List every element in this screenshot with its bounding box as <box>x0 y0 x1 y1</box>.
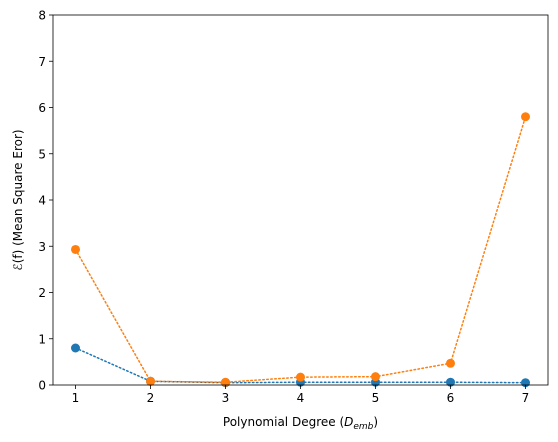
y-tick-label: 8 <box>38 9 46 23</box>
series-1-point <box>71 343 80 353</box>
series-2-point <box>146 376 155 386</box>
y-tick-label: 1 <box>38 332 46 346</box>
x-tick-label: 7 <box>522 391 530 405</box>
y-tick-label: 2 <box>38 286 46 300</box>
series-2 <box>71 112 530 387</box>
x-tick-label: 5 <box>372 391 380 405</box>
x-tick-label: 2 <box>147 391 155 405</box>
x-axis-title: Polynomial Degree (Demb) <box>223 415 378 432</box>
y-tick-label: 7 <box>38 55 46 69</box>
y-axis-title: ℰ(f) (Mean Square Eror) <box>11 129 25 270</box>
series-1-point <box>446 377 455 387</box>
x-tick-label: 3 <box>222 391 230 405</box>
y-tick-label: 6 <box>38 101 46 115</box>
series-2-point <box>71 244 80 254</box>
series-2-point <box>296 372 305 382</box>
y-tick-label: 4 <box>38 194 46 208</box>
y-tick-label: 0 <box>38 379 46 393</box>
y-tick-label: 5 <box>38 147 46 161</box>
series-2-point <box>521 112 530 122</box>
series-2-point <box>446 358 455 368</box>
plot-background <box>53 15 548 385</box>
series-2-point <box>221 377 230 387</box>
x-tick-label: 1 <box>72 391 80 405</box>
plot-area <box>53 15 548 385</box>
x-tick-label: 4 <box>297 391 305 405</box>
y-tick-label: 3 <box>38 240 46 254</box>
x-tick-label: 6 <box>447 391 455 405</box>
series-2-point <box>371 372 380 382</box>
axes-layer: 1 2 3 4 5 6 7 0 1 2 3 4 5 6 7 8 <box>38 9 549 405</box>
